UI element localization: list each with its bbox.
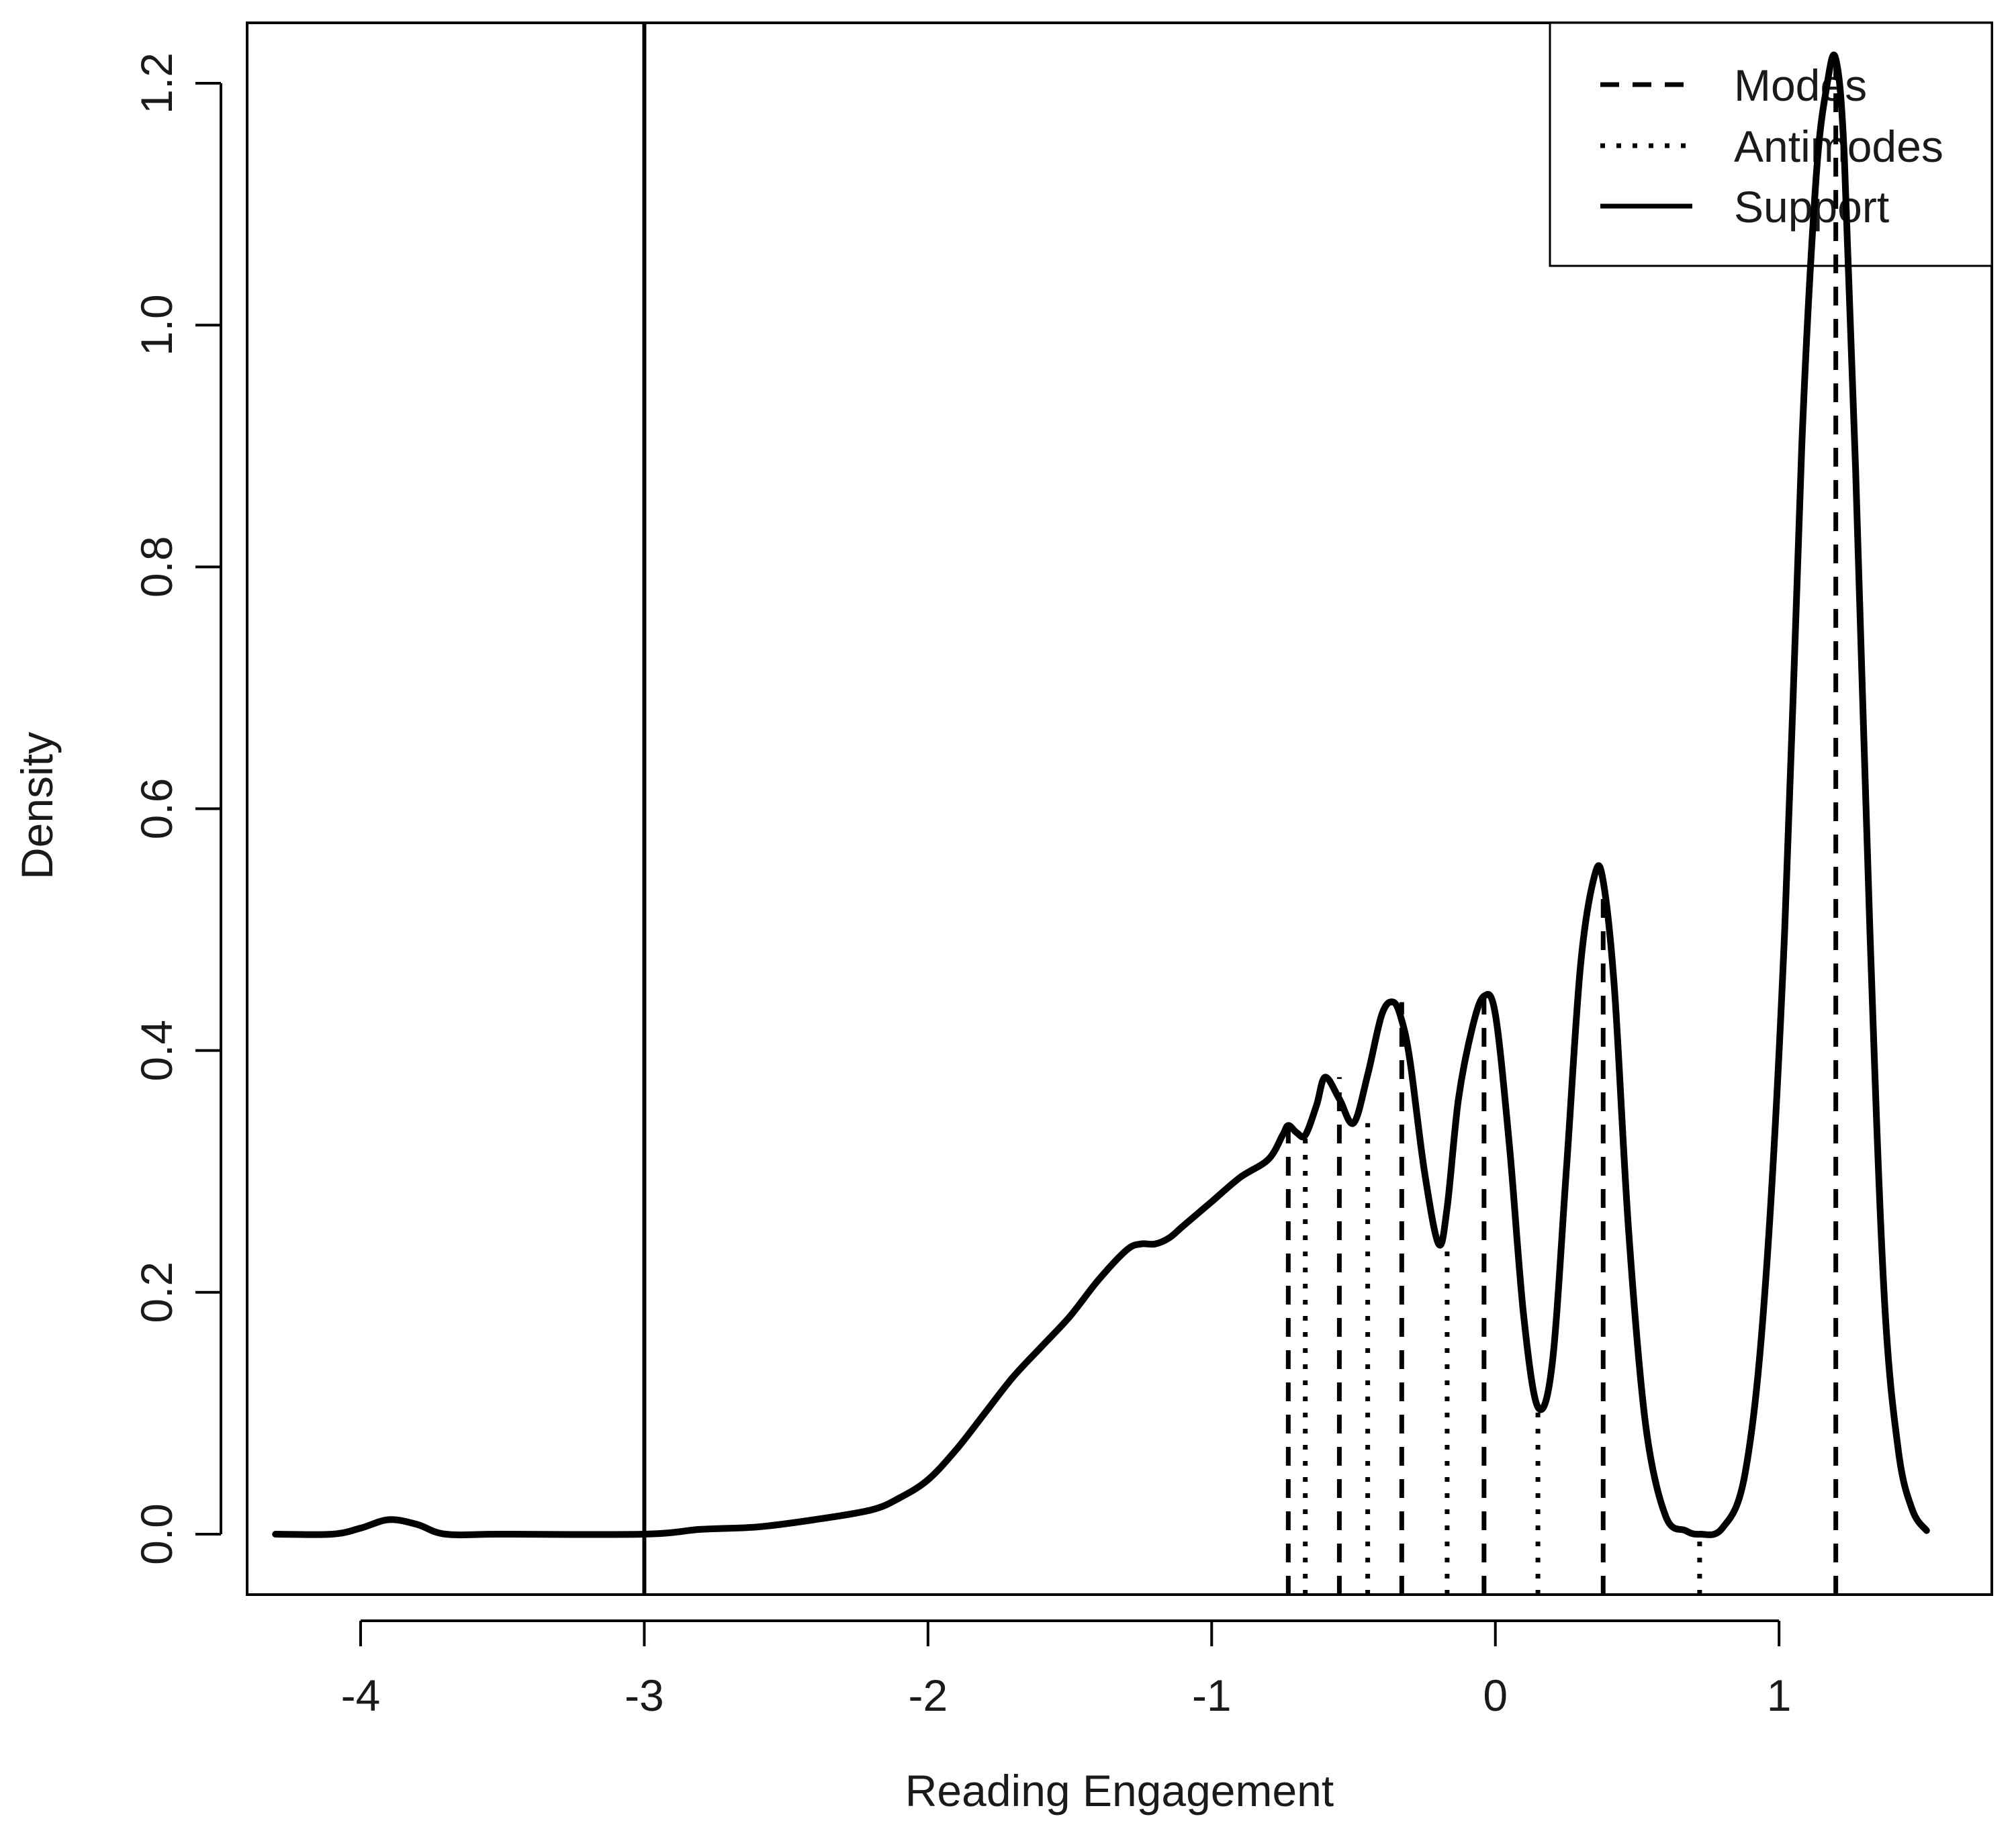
legend-label-antimodes: Antimodes xyxy=(1734,122,1943,171)
plot-frame xyxy=(246,21,1993,1596)
y-tick-label: 1.0 xyxy=(132,294,181,356)
x-tick-label: -2 xyxy=(909,1670,948,1720)
chart-marks xyxy=(272,23,1930,1595)
x-tick-label: -4 xyxy=(341,1670,381,1720)
y-tick-label: 0.6 xyxy=(132,778,181,840)
y-tick-label: 0.2 xyxy=(132,1262,181,1323)
axes: -4 -3 -2 -1 0 1 0.0 0.2 0.4 0.6 0.8 1.0 1.2 xyxy=(132,52,1792,1720)
legend: Modes Antimodes Support xyxy=(1549,21,1993,267)
density-curve xyxy=(272,51,1930,1539)
legend-box xyxy=(1549,21,1993,267)
y-tick-label: 0.8 xyxy=(132,536,181,598)
x-tick-label: -1 xyxy=(1192,1670,1232,1720)
y-tick-label: 0.0 xyxy=(132,1503,181,1565)
y-axis-label: Density xyxy=(12,732,62,880)
y-tick-label: 0.4 xyxy=(132,1020,181,1082)
x-tick-label: 0 xyxy=(1483,1670,1508,1720)
x-tick-label: 1 xyxy=(1767,1670,1792,1720)
legend-label-modes: Modes xyxy=(1734,60,1867,110)
x-tick-label: -3 xyxy=(625,1670,664,1720)
y-tick-label: 1.2 xyxy=(132,52,181,114)
x-axis-label: Reading Engagement xyxy=(905,1766,1334,1816)
